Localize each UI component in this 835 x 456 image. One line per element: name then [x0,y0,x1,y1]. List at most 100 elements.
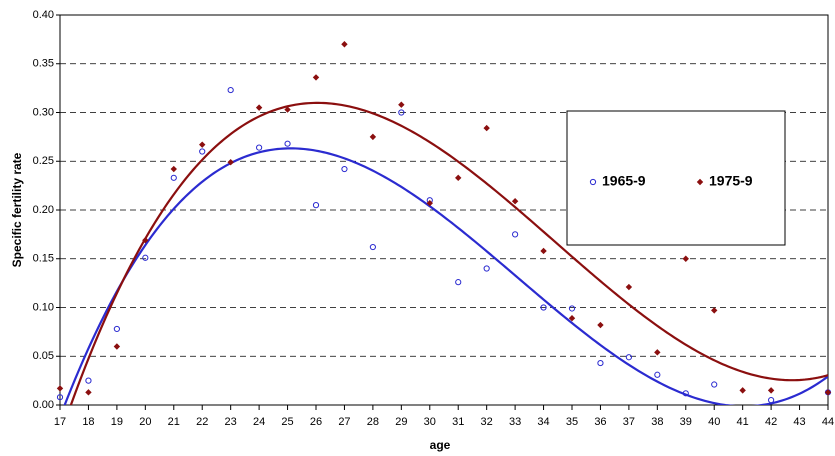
data-point [625,354,632,361]
x-tick-label: 20 [139,416,151,428]
data-point [483,265,490,272]
data-point [398,109,405,116]
x-tick-label: 35 [566,416,578,428]
data-point [625,283,633,291]
data-point [711,381,718,388]
y-tick-label: 0.30 [33,106,54,118]
data-point [398,101,405,108]
x-tick-label: 24 [253,416,265,428]
data-point [227,159,234,166]
data-point [284,106,291,113]
x-tick-label: 37 [623,416,635,428]
y-tick-label: 0.35 [33,58,54,70]
y-axis-title: Specific fertility rate [10,152,24,267]
data-point [142,237,149,244]
data-point [511,198,519,205]
data-point [142,254,149,261]
x-tick-label: 28 [367,416,379,428]
data-point [455,174,462,182]
data-point [540,247,547,255]
x-tick-label: 41 [737,416,749,428]
data-point [711,307,718,314]
data-point [568,305,576,312]
y-tick-label: 0.15 [33,253,54,265]
x-tick-label: 36 [594,416,606,428]
data-point [255,104,263,111]
data-point [369,243,376,251]
data-point [824,389,832,396]
x-tick-label: 38 [651,416,663,428]
x-tick-label: 39 [680,416,692,428]
x-tick-label: 21 [168,416,180,428]
data-point [369,133,377,141]
x-tick-label: 44 [822,416,834,428]
trendline [69,101,828,405]
y-tick-label: 0.20 [33,204,54,216]
data-point [682,390,689,397]
data-point [654,371,661,378]
data-point [170,165,177,173]
data-point [312,202,320,209]
data-point [654,349,661,356]
x-tick-label: 23 [225,416,237,428]
x-tick-label: 30 [424,416,436,428]
data-point [341,165,348,173]
data-point [85,389,92,396]
x-tick-label: 29 [395,416,407,428]
x-tick-label: 32 [481,416,493,428]
x-tick-label: 31 [452,416,464,428]
y-tick-label: 0.10 [33,301,54,313]
data-point [56,394,64,401]
data-point [568,315,576,322]
x-tick-label: 22 [196,416,208,428]
y-tick-label: 0.05 [33,350,54,362]
legend-marker [589,178,597,186]
x-tick-label: 17 [54,416,66,428]
data-point [227,86,234,94]
x-tick-label: 34 [537,416,549,428]
x-tick-label: 33 [509,416,521,428]
legend-box [566,110,786,246]
plot-frame [59,14,829,406]
x-tick-label: 43 [793,416,805,428]
legend-label: 1965-9 [602,173,646,189]
data-point [170,174,177,181]
data-point [113,343,121,350]
x-tick-label: 25 [281,416,293,428]
data-point [85,377,92,384]
x-tick-label: 27 [338,416,350,428]
data-point [597,321,604,329]
data-point [256,144,263,151]
x-axis-title: age [430,438,451,452]
data-point [56,385,64,392]
x-tick-label: 42 [765,416,777,428]
y-tick-label: 0.25 [33,155,54,167]
data-point [739,387,746,394]
data-point [312,74,320,81]
data-point [483,124,490,132]
data-point [341,41,348,48]
x-tick-label: 40 [708,416,720,428]
data-point [199,141,206,148]
data-point [455,279,462,286]
x-tick-label: 18 [82,416,94,428]
data-point [682,255,689,262]
data-point [426,199,433,207]
y-tick-label: 0.00 [33,399,54,411]
data-point [113,325,120,333]
x-tick-label: 26 [310,416,322,428]
data-point [597,359,604,367]
data-point [768,397,775,404]
legend-marker [696,178,704,186]
data-point [284,140,291,147]
trendline [63,147,828,405]
data-point [540,304,547,311]
y-tick-label: 0.40 [33,9,54,21]
data-point [767,387,775,394]
legend-label: 1975-9 [709,173,753,189]
data-point [199,148,206,155]
data-point [512,231,519,238]
legend: 1965-9 1975-9 [566,110,786,246]
x-tick-label: 19 [111,416,123,428]
